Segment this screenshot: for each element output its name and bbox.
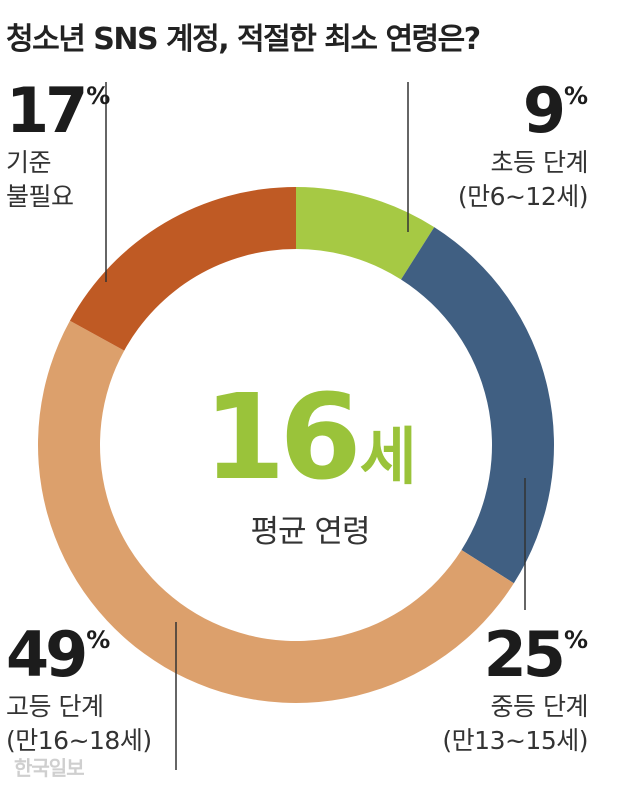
high-line1: 고등 단계 [6, 692, 104, 721]
none-line2: 불필요 [6, 182, 74, 211]
high-line2: (만16~18세) [6, 726, 152, 755]
center-number: 16 [203, 368, 361, 506]
center-label: 평균 연령 [250, 514, 371, 550]
center-value: 16세 [170, 368, 450, 506]
publisher-watermark: 한국일보 [14, 756, 85, 780]
pct-sign: % [563, 82, 588, 110]
pct-none: 17 [6, 74, 88, 147]
pct-high: 49 [6, 618, 88, 691]
slice-elementary [296, 187, 435, 280]
label-elementary: 9% 초등 단계 (만6~12세) [457, 80, 589, 214]
none-line1: 기준 [6, 148, 52, 177]
slice-none [69, 187, 297, 351]
pct-middle: 25 [483, 618, 566, 691]
slice-middle [401, 227, 554, 584]
middle-line1: 중등 단계 [490, 692, 589, 721]
label-high: 49% 고등 단계 (만16~18세) [6, 624, 152, 758]
middle-line2: (만13~15세) [442, 726, 588, 755]
label-none: 17% 기준 불필요 [6, 80, 110, 214]
label-middle: 25% 중등 단계 (만13~15세) [442, 624, 588, 758]
pct-elementary: 9 [522, 74, 566, 147]
center-unit: 세 [359, 420, 417, 493]
elementary-line2: (만6~12세) [457, 182, 589, 211]
elementary-line1: 초등 단계 [490, 148, 589, 177]
pct-sign: % [563, 626, 588, 654]
pct-sign: % [86, 626, 111, 654]
chart-title: 청소년 SNS 계정, 적절한 최소 연령은? [6, 22, 481, 57]
slice-high [37, 320, 514, 704]
pct-sign: % [86, 82, 111, 110]
